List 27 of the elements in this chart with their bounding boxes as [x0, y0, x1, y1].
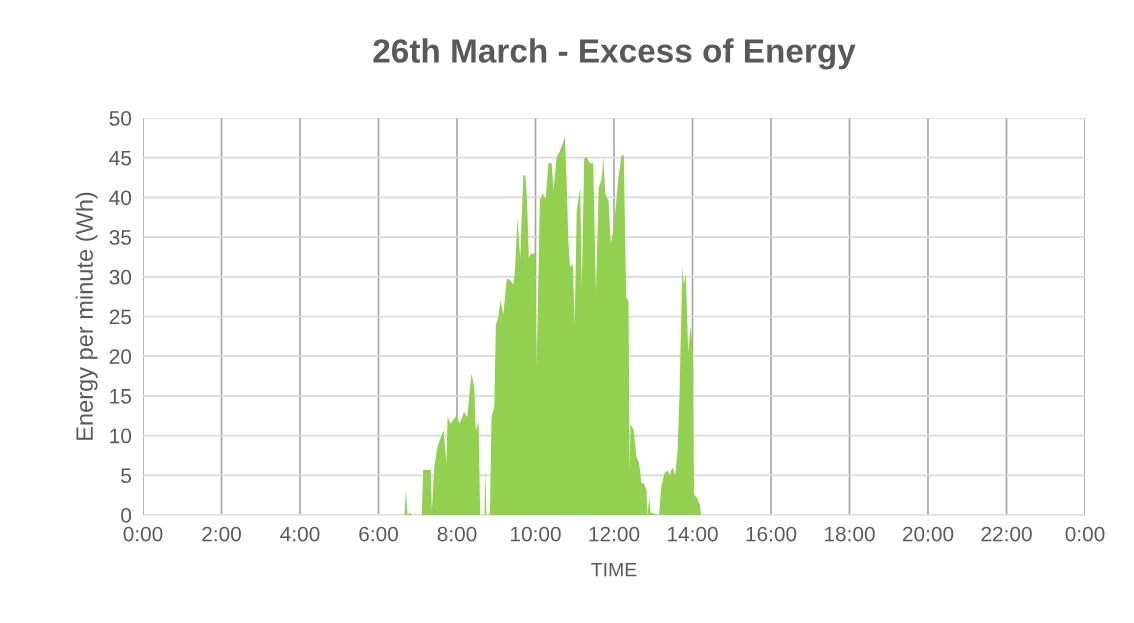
y-tick-label: 35 — [109, 230, 132, 245]
y-tick-label: 20 — [109, 349, 132, 364]
x-axis-title: TIME — [591, 562, 637, 577]
x-tick-label: 22:00 — [981, 526, 1032, 542]
y-tick-label: 40 — [109, 190, 132, 206]
y-tick-label: 50 — [109, 111, 132, 126]
x-tick-label: 4:00 — [280, 526, 320, 542]
x-tick-label: 8:00 — [437, 526, 477, 542]
x-tick-label: 0:00 — [1065, 526, 1105, 542]
y-tick-label: 15 — [110, 389, 132, 404]
y-tick-label: 10 — [110, 428, 132, 444]
y-tick-label: 0 — [121, 508, 132, 523]
y-axis-title: Energy per minute (Wh) — [75, 192, 98, 440]
chart-title: 26th March - Excess of Energy — [373, 38, 856, 70]
x-tick-label: 18:00 — [825, 526, 875, 542]
y-tick-label: 45 — [109, 150, 132, 166]
x-tick-label: 14:00 — [668, 526, 718, 542]
x-tick-label: 20:00 — [902, 526, 954, 542]
y-tick-label: 30 — [109, 269, 132, 285]
x-tick-label: 2:00 — [202, 526, 241, 542]
x-tick-label: 0:00 — [123, 526, 163, 542]
y-tick-label: 5 — [121, 468, 132, 484]
x-tick-label: 12:00 — [589, 526, 640, 542]
x-tick-label: 16:00 — [746, 526, 797, 542]
x-tick-label: 6:00 — [359, 526, 398, 542]
x-tick-label: 10:00 — [511, 526, 561, 542]
y-tick-label: 25 — [109, 309, 132, 325]
